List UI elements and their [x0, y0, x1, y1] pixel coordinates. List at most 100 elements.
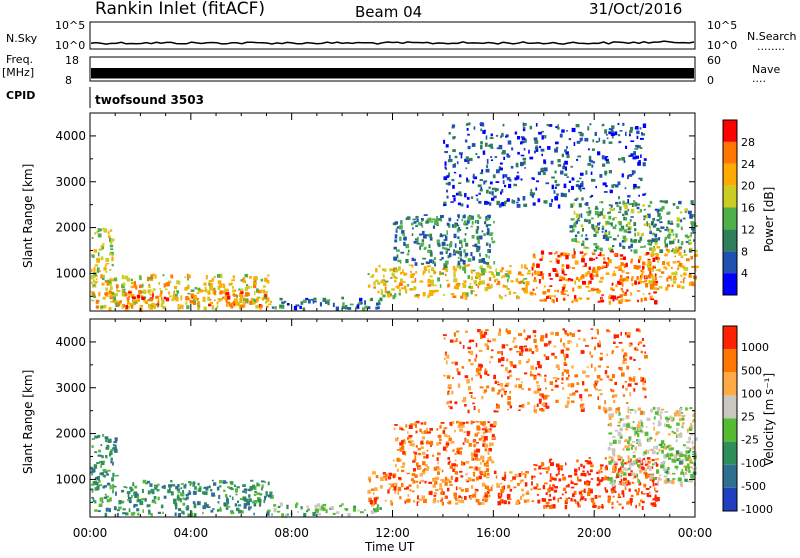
- data-cell: [411, 257, 415, 261]
- data-cell: [484, 484, 487, 489]
- data-cell: [670, 419, 674, 422]
- data-cell: [479, 123, 483, 125]
- data-cell: [384, 286, 387, 291]
- data-cell: [203, 491, 208, 495]
- data-cell: [126, 277, 131, 282]
- data-cell: [587, 491, 591, 497]
- data-cell: [560, 253, 563, 255]
- data-cell: [218, 494, 221, 500]
- data-cell: [578, 504, 581, 508]
- data-cell: [653, 445, 656, 449]
- data-cell: [561, 129, 565, 133]
- data-cell: [634, 489, 637, 492]
- data-cell: [264, 293, 267, 298]
- data-cell: [446, 230, 448, 235]
- data-cell: [176, 280, 180, 285]
- data-cell: [495, 268, 498, 272]
- data-cell: [563, 361, 567, 365]
- data-cell: [688, 427, 693, 431]
- data-cell: [136, 494, 139, 497]
- data-cell: [609, 211, 611, 214]
- data-cell: [654, 233, 658, 238]
- data-cell: [490, 356, 494, 359]
- data-cell: [631, 445, 635, 447]
- data-cell: [652, 450, 656, 455]
- data-cell: [444, 260, 449, 265]
- data-cell: [503, 477, 506, 482]
- data-cell: [567, 383, 571, 387]
- data-cell: [621, 348, 624, 352]
- data-cell: [594, 495, 598, 499]
- data-cell: [439, 284, 442, 288]
- data-cell: [627, 332, 631, 336]
- data-cell: [470, 362, 474, 366]
- data-cell: [496, 403, 498, 406]
- data-cell: [639, 209, 642, 213]
- data-cell: [640, 233, 644, 237]
- data-cell: [518, 384, 522, 389]
- data-cell: [536, 493, 539, 496]
- data-cell: [604, 370, 608, 375]
- data-cell: [486, 164, 489, 168]
- data-cell: [413, 459, 417, 461]
- data-cell: [610, 208, 615, 211]
- data-cell: [572, 228, 575, 233]
- data-cell: [491, 237, 493, 241]
- data-cell: [428, 491, 433, 495]
- data-cell: [685, 457, 689, 462]
- data-cell: [429, 440, 433, 446]
- data-cell: [481, 280, 486, 285]
- data-cell: [522, 157, 527, 161]
- data-cell: [533, 376, 537, 380]
- data-cell: [430, 221, 434, 223]
- data-cell: [402, 233, 405, 237]
- data-cell: [647, 261, 652, 265]
- data-cell: [505, 134, 509, 138]
- data-cell: [501, 357, 505, 362]
- data-cell: [387, 476, 392, 480]
- data-cell: [552, 496, 556, 501]
- data-cell: [677, 413, 681, 417]
- data-cell: [139, 500, 144, 506]
- data-cell: [473, 453, 475, 457]
- data-cell: [644, 459, 647, 464]
- data-cell: [484, 498, 487, 503]
- data-cell: [474, 294, 478, 297]
- data-cell: [671, 272, 675, 276]
- data-cell: [464, 404, 467, 407]
- data-cell: [122, 282, 126, 287]
- data-cell: [689, 459, 693, 463]
- data-cell: [607, 478, 610, 481]
- data-cell: [513, 183, 517, 187]
- data-cell: [577, 155, 582, 158]
- data-cell: [423, 498, 427, 504]
- data-cell: [486, 460, 489, 465]
- data-cell: [692, 453, 696, 456]
- data-cell: [613, 399, 616, 404]
- data-cell: [485, 168, 490, 173]
- data-cell: [560, 192, 564, 197]
- data-cell: [204, 502, 207, 506]
- data-cell: [501, 351, 503, 356]
- data-cell: [602, 139, 606, 144]
- data-cell: [232, 286, 234, 289]
- data-cell: [261, 484, 264, 489]
- data-cell: [464, 495, 467, 500]
- data-cell: [590, 171, 593, 175]
- data-cell: [112, 293, 115, 297]
- data-cell: [475, 420, 478, 423]
- data-cell: [402, 450, 406, 455]
- data-cell: [572, 202, 575, 206]
- data-cell: [242, 279, 247, 284]
- data-cell: [625, 224, 628, 228]
- data-cell: [646, 276, 650, 278]
- data-cell: [607, 407, 610, 412]
- data-cell: [503, 489, 505, 492]
- data-cell: [595, 288, 599, 291]
- data-cell: [543, 200, 548, 204]
- data-cell: [485, 254, 487, 256]
- data-cell: [671, 249, 673, 252]
- data-cell: [619, 435, 623, 439]
- data-cell: [651, 248, 654, 252]
- data-cell: [449, 339, 454, 343]
